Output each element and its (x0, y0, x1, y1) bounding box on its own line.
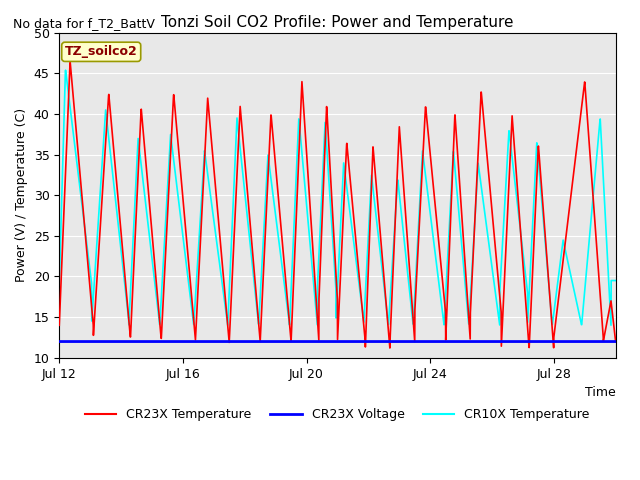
X-axis label: Time: Time (585, 386, 616, 399)
Text: No data for f_T2_BattV: No data for f_T2_BattV (13, 17, 155, 30)
Title: Tonzi Soil CO2 Profile: Power and Temperature: Tonzi Soil CO2 Profile: Power and Temper… (161, 15, 514, 30)
Legend: CR23X Temperature, CR23X Voltage, CR10X Temperature: CR23X Temperature, CR23X Voltage, CR10X … (80, 403, 595, 426)
Text: TZ_soilco2: TZ_soilco2 (65, 45, 138, 59)
Y-axis label: Power (V) / Temperature (C): Power (V) / Temperature (C) (15, 108, 28, 282)
